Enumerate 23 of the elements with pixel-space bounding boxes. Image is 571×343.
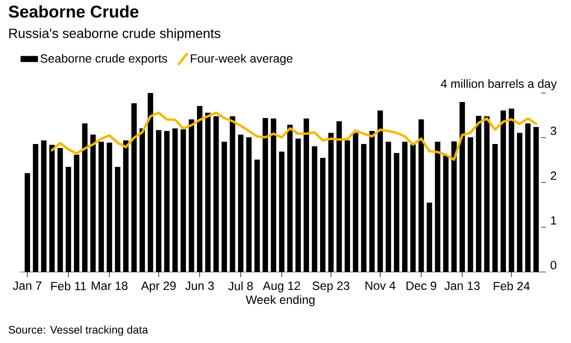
legend-label: Four-week average [190, 54, 292, 66]
x-axis-title: Week ending [246, 295, 314, 306]
y-tick-label: 2 [550, 171, 556, 180]
x-tick-label: Feb 11 [51, 282, 86, 290]
x-tick-label: Feb 24 [494, 282, 530, 290]
legend-label: Seaborne crude exports [40, 54, 168, 66]
x-tick-label: Jan 7 [12, 282, 42, 290]
x-tick-label: Jun 3 [185, 282, 214, 290]
y-tick-label: 4 million barrels a day [440, 79, 557, 90]
x-tick-label: Jan 13 [444, 282, 480, 290]
chart-title: Seaborne Crude [8, 5, 138, 18]
x-tick-label: Sep 23 [312, 282, 350, 292]
x-tick-label: Nov 4 [366, 282, 396, 290]
y-tick-label: 3 [550, 126, 556, 136]
y-tick-label: 1 [551, 216, 556, 225]
x-tick-label: Mar 18 [92, 282, 128, 290]
x-tick-label: Apr 29 [141, 282, 176, 292]
chart-subtitle: Russia's seaborne crude shipments [9, 28, 220, 41]
source-note: Source: Vessel tracking data [8, 326, 148, 336]
x-tick-label: Dec 9 [406, 282, 436, 290]
x-tick-label: Jul 8 [228, 282, 253, 290]
x-tick-label: Aug 12 [262, 282, 300, 292]
y-tick-label: 0 [550, 260, 556, 270]
